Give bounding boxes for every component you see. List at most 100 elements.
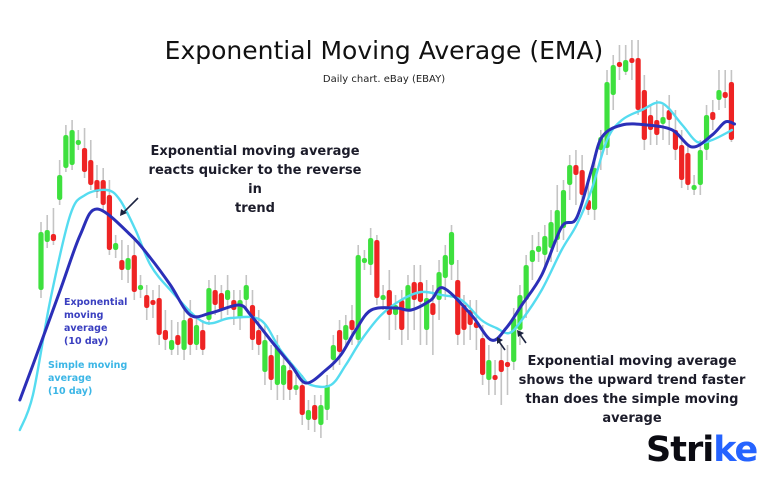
candle-body-down	[504, 362, 511, 367]
candle-body-up	[368, 238, 374, 265]
candle-body-up	[361, 258, 368, 263]
candle-body-up	[113, 243, 119, 250]
candle-body-up	[193, 325, 200, 345]
annotation-arrows	[120, 197, 527, 351]
arrow-top	[121, 197, 139, 215]
candle-body-down	[498, 360, 504, 372]
logo-text-accent: ke	[713, 430, 758, 470]
candle-body-up	[716, 90, 722, 100]
candle-body-down	[616, 62, 623, 67]
candle-body-up	[181, 320, 187, 350]
legend-line: (10 day)	[48, 386, 93, 397]
candle-body-down	[268, 355, 274, 380]
candle-body-down	[256, 330, 262, 345]
candle-body-up	[442, 255, 448, 278]
candle-body-down	[88, 160, 94, 185]
candle-body-down	[336, 330, 343, 352]
annotation-line: reacts quicker to the reverse in	[148, 163, 362, 197]
candle-body-down	[100, 180, 106, 205]
candle-body-down	[349, 320, 355, 330]
candle-body-down	[480, 338, 486, 375]
candle-body-down	[411, 282, 417, 300]
candle-body-down	[728, 82, 735, 140]
legend-line: Simple moving	[48, 360, 128, 371]
candle-body-up	[63, 135, 69, 168]
candle-body-up	[69, 130, 75, 165]
candle-body-up	[623, 60, 629, 72]
candle-body-up	[523, 265, 529, 300]
candle-body-up	[548, 222, 554, 248]
candle-body-up	[38, 232, 44, 290]
candle-body-down	[374, 240, 380, 298]
annotation-line: Exponential moving average	[150, 144, 360, 159]
candle-body-down	[666, 110, 672, 120]
candle-body-down	[386, 290, 392, 315]
candle-body-down	[175, 335, 181, 345]
candle-body-up	[237, 300, 243, 318]
candle-body-up	[44, 230, 50, 242]
candle-body-up	[137, 285, 144, 290]
candle-body-down	[200, 330, 206, 350]
candle-body-up	[697, 150, 703, 185]
annotation-line: than does the simple moving	[525, 392, 739, 407]
candle-body-up	[703, 115, 710, 150]
candle-body-down	[461, 305, 467, 330]
candle-body-down	[399, 300, 405, 330]
candle-body-down	[119, 260, 125, 270]
candle-body-up	[343, 325, 349, 340]
candle-body-down	[647, 115, 654, 130]
candle-body-up	[169, 340, 175, 350]
candle-body-down	[679, 145, 685, 180]
candle-body-down	[455, 280, 461, 335]
candle-body-down	[94, 180, 100, 192]
candle-body-up	[57, 175, 63, 200]
arrow-top-head	[120, 209, 127, 216]
candle-body-down	[50, 234, 57, 241]
legend-line: moving	[64, 310, 104, 321]
candle-body-up	[660, 117, 666, 124]
logo-text-main: Stri	[646, 430, 714, 470]
candle-body-down	[218, 293, 224, 310]
candle-body-up	[529, 250, 535, 262]
candle-body-down	[249, 305, 256, 340]
candle-body-up	[355, 255, 361, 340]
annotation-line: shows the upward trend faster	[518, 373, 746, 388]
moving-average-lines	[18, 101, 737, 432]
candle-body-up	[486, 360, 492, 380]
candle-body-up	[448, 232, 455, 265]
candle-body-down	[492, 375, 498, 380]
candle-body-down	[312, 405, 318, 420]
candle-body-up	[330, 345, 336, 360]
annotation-reacts-quicker: Exponential moving average reacts quicke…	[140, 142, 370, 218]
annotation-line: average	[602, 411, 662, 426]
candle-body-down	[131, 255, 137, 292]
ema-line	[18, 119, 737, 402]
annotation-upward-trend: Exponential moving average shows the upw…	[512, 352, 752, 428]
candle-body-down	[150, 300, 156, 305]
candle-body-down	[635, 58, 641, 110]
candle-body-up	[274, 345, 280, 385]
candle-body-down	[299, 385, 305, 415]
candle-body-up	[324, 385, 330, 410]
candle-body-up	[280, 365, 287, 385]
legend-line: (10 day)	[64, 336, 109, 347]
legend-label-ema: Exponential moving average (10 day)	[64, 296, 127, 348]
candle-body-up	[536, 246, 542, 252]
candle-body-down	[144, 295, 150, 308]
candle-body-down	[722, 92, 728, 98]
candle-body-up	[691, 185, 697, 190]
candle-body-down	[212, 290, 218, 305]
candle-body-down	[629, 58, 635, 63]
legend-line: average	[48, 373, 92, 384]
candle-body-down	[106, 195, 113, 250]
candle-body-up	[542, 236, 548, 255]
arrow-sma-head	[517, 330, 524, 337]
candle-body-down	[81, 148, 88, 172]
candle-body-up	[243, 285, 249, 300]
candle-body-down	[162, 330, 168, 340]
arrow-ema-head	[497, 337, 503, 344]
candle-body-up	[567, 165, 573, 185]
chart-subtitle: Daily chart. eBay (EBAY)	[322, 74, 446, 85]
candle-body-up	[262, 340, 268, 372]
